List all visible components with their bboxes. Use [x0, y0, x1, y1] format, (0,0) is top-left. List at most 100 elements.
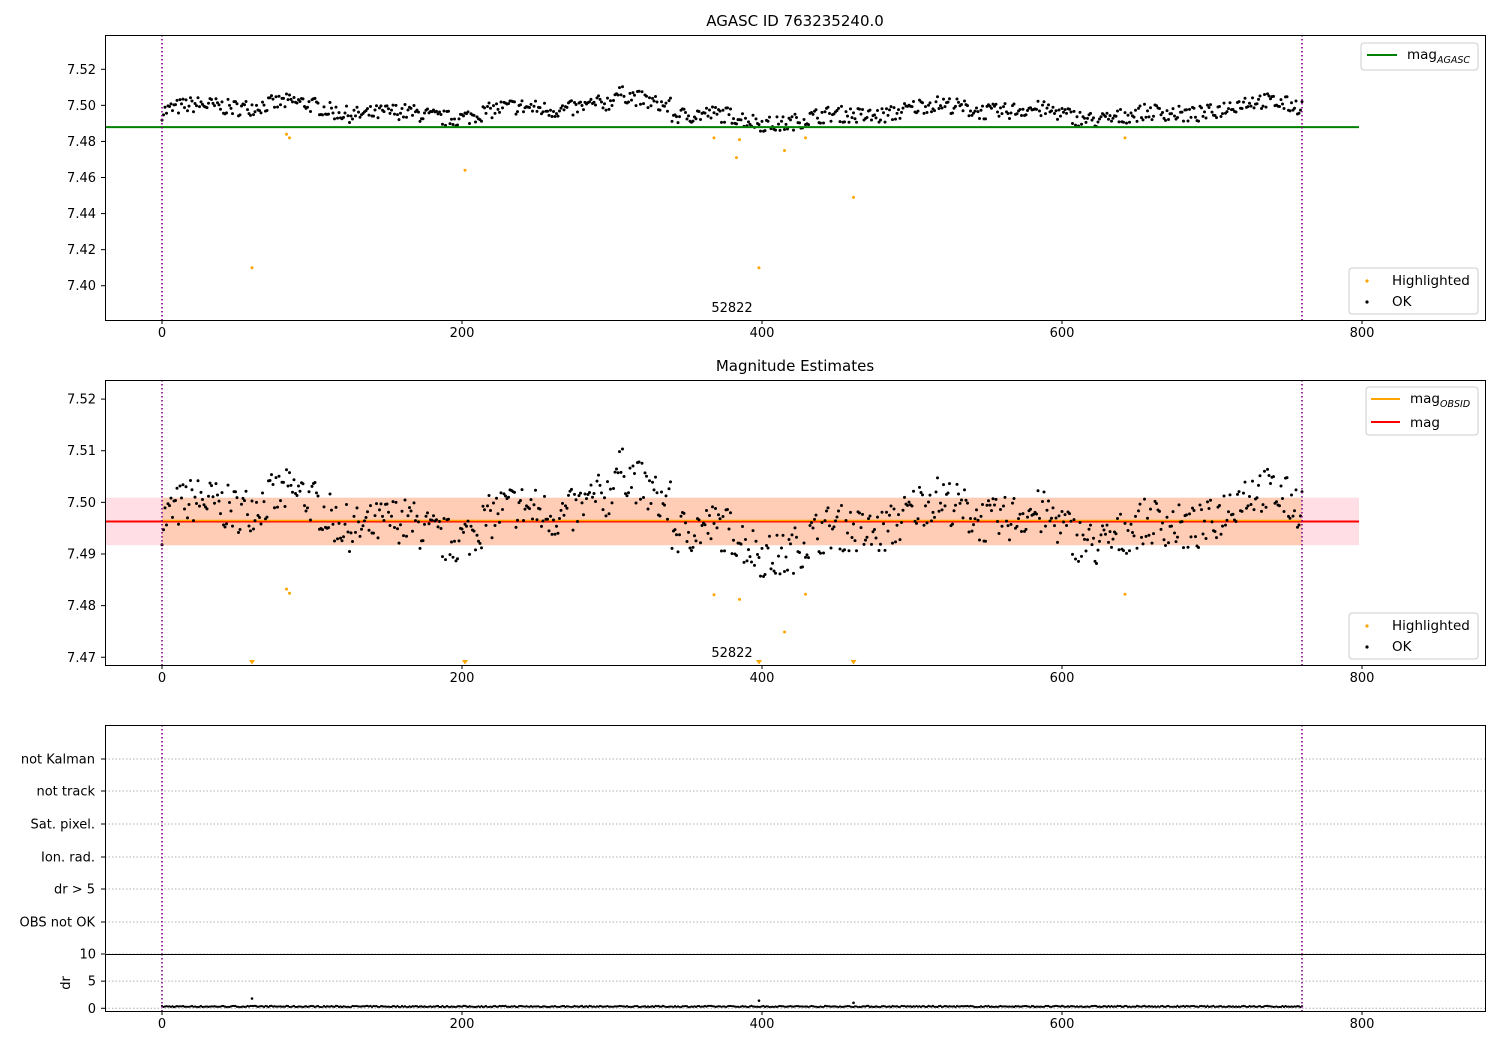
ok-point — [535, 109, 539, 113]
ok-point — [870, 542, 873, 546]
ok-point — [196, 96, 200, 100]
ok-point — [424, 514, 428, 518]
ok-point — [1285, 476, 1289, 480]
ok-point — [1141, 118, 1145, 122]
ok-point — [328, 100, 332, 104]
ok-point — [1071, 122, 1074, 126]
ok-point — [1038, 109, 1041, 113]
dr-point-elevated — [757, 999, 761, 1002]
ok-point — [1266, 467, 1269, 471]
ok-point — [1129, 522, 1133, 526]
ok-point — [454, 559, 458, 563]
ok-point — [186, 109, 189, 113]
ok-point — [577, 494, 581, 498]
ok-point — [850, 116, 854, 120]
ok-point — [165, 523, 168, 527]
ok-point — [250, 499, 254, 503]
ok-point — [379, 502, 383, 506]
ok-point — [744, 116, 747, 120]
ok-point — [391, 500, 395, 504]
ok-point — [874, 116, 878, 120]
ok-point — [360, 527, 363, 531]
ok-point — [451, 555, 455, 559]
ok-point — [382, 110, 386, 114]
ok-point — [192, 110, 195, 114]
ok-point — [708, 514, 711, 518]
ok-point — [838, 547, 842, 551]
ok-point — [1000, 524, 1004, 528]
ok-point — [1117, 548, 1121, 552]
ok-point — [1290, 101, 1293, 105]
ok-point — [1026, 109, 1029, 113]
ok-point — [418, 119, 422, 123]
ok-point — [1024, 527, 1028, 531]
ok-point — [861, 512, 864, 516]
ok-point — [741, 112, 744, 116]
ok-point — [1146, 109, 1149, 113]
ok-point — [1110, 119, 1113, 123]
ok-point — [775, 533, 779, 537]
ok-point — [763, 573, 767, 577]
ok-point — [711, 105, 714, 109]
ok-point — [930, 110, 933, 114]
panel-agasc-obsid-label: 52822 — [711, 301, 752, 316]
panel-agasc-y-ticks: 7.40 7.42 7.44 7.46 7.48 7.50 7.52 — [67, 63, 105, 294]
ok-point — [190, 99, 194, 103]
ok-point — [1146, 516, 1149, 520]
ok-point — [670, 546, 674, 550]
ok-point — [963, 99, 966, 103]
highlighted-point — [738, 597, 741, 601]
highlighted-point — [735, 156, 738, 160]
ok-point — [309, 109, 312, 113]
ok-point — [1029, 106, 1032, 110]
ok-point — [549, 514, 552, 518]
ok-point — [435, 518, 438, 522]
ok-point — [1225, 518, 1229, 522]
ok-point — [1053, 111, 1056, 115]
ok-point — [580, 501, 584, 505]
ok-point — [858, 107, 861, 111]
ok-point — [189, 96, 192, 100]
ok-point — [754, 117, 758, 121]
ok-point — [850, 535, 854, 539]
ok-point — [675, 533, 678, 537]
ok-point — [1248, 101, 1251, 105]
ok-point — [193, 495, 197, 499]
ok-point — [291, 100, 294, 104]
ok-point — [517, 501, 521, 505]
ok-point — [369, 504, 372, 508]
ok-point — [1188, 107, 1191, 111]
ok-point — [1107, 540, 1110, 544]
ok-point — [291, 490, 294, 494]
ok-point — [543, 101, 546, 105]
ok-point — [358, 534, 362, 538]
ok-point — [622, 94, 626, 98]
ok-point — [627, 100, 630, 104]
ok-point — [229, 106, 233, 110]
ok-point — [619, 470, 623, 474]
ok-point — [436, 525, 440, 529]
ok-point — [249, 529, 252, 533]
ok-point — [630, 485, 633, 489]
panel-estimates-legend-points: Highlighted OK — [1348, 612, 1479, 660]
ok-point — [244, 99, 248, 103]
ok-point — [822, 121, 825, 125]
ok-point — [816, 116, 819, 120]
ok-point — [1132, 534, 1136, 538]
ok-point — [426, 511, 429, 515]
ok-point — [574, 498, 578, 502]
ok-point — [832, 525, 836, 529]
ok-point — [532, 104, 536, 108]
ok-point — [798, 550, 801, 554]
ok-point — [1155, 502, 1158, 506]
ok-point — [628, 91, 632, 95]
ok-point — [684, 110, 687, 114]
ok-point — [621, 447, 624, 451]
ok-point — [277, 94, 281, 98]
ok-point — [802, 541, 806, 545]
ok-point — [954, 104, 957, 108]
ok-point — [330, 106, 333, 110]
ok-point — [579, 491, 582, 495]
ok-point — [223, 525, 227, 529]
ok-point — [388, 523, 392, 527]
